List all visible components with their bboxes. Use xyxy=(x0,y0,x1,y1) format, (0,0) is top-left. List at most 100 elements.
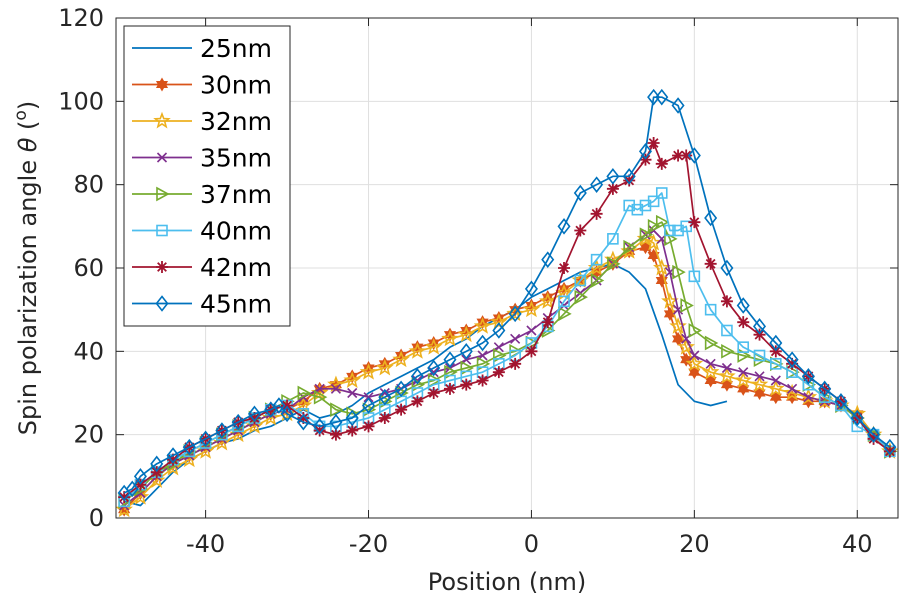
series-marker xyxy=(638,143,652,160)
series-marker xyxy=(359,362,378,380)
series-marker xyxy=(607,233,619,245)
series-marker xyxy=(460,378,473,391)
axis-ticks: -40 -20 0 20 40 0 20 40 60 80 100 120 xyxy=(58,4,898,558)
series-marker xyxy=(441,329,459,347)
series-marker xyxy=(297,412,310,424)
series-marker xyxy=(672,224,684,237)
series-marker xyxy=(623,174,636,187)
series-marker xyxy=(281,399,294,412)
y-tick-label: 80 xyxy=(73,171,104,199)
series-marker xyxy=(378,412,391,424)
series-marker xyxy=(378,388,392,406)
series-marker xyxy=(508,305,522,323)
series-marker xyxy=(850,409,864,427)
series-marker xyxy=(737,341,750,353)
series-marker xyxy=(156,261,168,273)
series-marker xyxy=(125,480,139,498)
series-marker xyxy=(509,357,522,370)
legend-item-30nm: 30nm xyxy=(132,71,272,100)
series-marker xyxy=(156,186,170,202)
series-marker xyxy=(590,176,604,193)
series-marker xyxy=(606,168,620,185)
series-marker xyxy=(664,224,676,237)
series-marker xyxy=(363,392,374,403)
legend-item-25nm: 25nm xyxy=(132,34,272,63)
series-marker xyxy=(538,292,557,309)
series-marker xyxy=(410,368,424,385)
series-marker xyxy=(647,218,662,234)
series-marker xyxy=(510,333,521,344)
series-marker xyxy=(737,316,750,329)
series-marker xyxy=(688,323,703,338)
x-tick-label: 40 xyxy=(842,530,873,558)
series-marker xyxy=(167,453,180,466)
series-marker xyxy=(606,182,619,195)
series-marker xyxy=(558,306,572,322)
series-marker xyxy=(680,298,694,313)
series-marker xyxy=(607,256,621,272)
series-marker xyxy=(704,257,717,270)
series-marker xyxy=(330,383,342,394)
series-marker xyxy=(573,184,587,202)
series-marker xyxy=(411,395,424,408)
series-marker xyxy=(655,214,670,230)
series-marker xyxy=(803,392,814,403)
series-marker xyxy=(424,337,443,355)
legend-item-37nm: 37nm xyxy=(132,180,272,209)
legend-item-45nm: 45nm xyxy=(132,290,272,319)
series-marker xyxy=(705,358,716,369)
series-marker xyxy=(574,274,587,287)
x-tick-label: -40 xyxy=(186,530,225,558)
series-marker xyxy=(457,325,476,343)
y-tick-label: 0 xyxy=(89,504,104,532)
series-marker xyxy=(156,152,168,163)
legend-box xyxy=(123,25,291,327)
x-tick-label: 20 xyxy=(679,530,710,558)
series-marker xyxy=(770,358,782,370)
series-marker xyxy=(558,295,570,308)
series-marker xyxy=(652,258,671,276)
legend-label: 30nm xyxy=(200,71,272,100)
series-marker xyxy=(557,218,571,235)
series-marker xyxy=(394,380,408,398)
series-marker xyxy=(750,375,769,393)
series-marker xyxy=(280,405,294,423)
series-marker xyxy=(150,466,163,479)
series-marker xyxy=(343,371,362,388)
series-marker xyxy=(153,111,171,129)
series-marker xyxy=(362,420,375,433)
series-marker xyxy=(522,300,541,318)
series-marker xyxy=(689,350,700,361)
series-marker xyxy=(718,367,736,384)
series-marker xyxy=(639,227,654,243)
series-marker xyxy=(769,334,783,352)
series-marker xyxy=(685,354,704,372)
series-marker xyxy=(155,295,169,312)
y-axis-label: Spin polarization angle θ (o) xyxy=(11,101,42,435)
series-marker xyxy=(644,233,663,251)
series-marker xyxy=(134,478,147,491)
series-marker xyxy=(590,273,605,288)
series-marker xyxy=(296,413,310,431)
series-marker xyxy=(720,295,733,308)
series-marker xyxy=(231,413,245,431)
series-marker xyxy=(680,149,693,162)
series-marker xyxy=(395,403,408,416)
series-marker xyxy=(688,216,701,229)
series-marker xyxy=(818,380,832,398)
series-marker xyxy=(767,379,785,397)
series-marker xyxy=(787,383,798,394)
series-marker xyxy=(558,262,571,274)
series-marker xyxy=(631,203,644,216)
legend: 25nm 30nm 32nm 35nm 37nm 40nm 42nm 45nm xyxy=(123,25,291,327)
series-marker xyxy=(720,259,734,277)
series-marker xyxy=(754,371,765,382)
series-marker xyxy=(721,324,733,337)
series-marker xyxy=(677,337,695,355)
series-marker xyxy=(506,304,524,322)
series-marker xyxy=(770,375,781,386)
series-marker xyxy=(639,153,652,166)
series-marker xyxy=(156,224,168,237)
series-marker xyxy=(704,303,717,316)
series-marker xyxy=(525,345,538,358)
